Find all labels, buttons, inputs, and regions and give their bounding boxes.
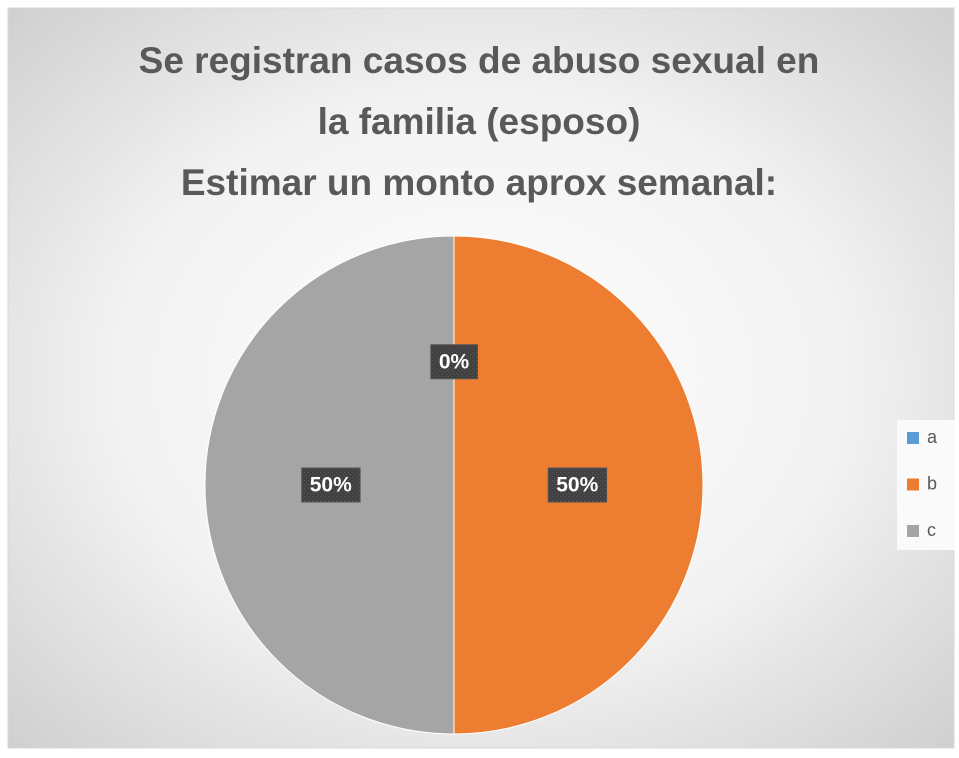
legend-swatch <box>907 525 919 537</box>
value-label-box <box>430 344 478 380</box>
value-label-box <box>547 467 608 503</box>
chart-title: Se registran casos de abuso sexual en <box>139 40 820 81</box>
value-label-box <box>301 467 361 503</box>
legend-label: b <box>927 473 937 493</box>
legend-label: c <box>927 520 936 540</box>
value-label: 0% <box>439 350 470 373</box>
legend-swatch <box>907 432 919 444</box>
chart-title: la familia (esposo) <box>318 101 641 142</box>
value-label: 50% <box>556 474 598 497</box>
legend-label: a <box>927 427 938 447</box>
legend-swatch <box>907 478 919 491</box>
chart-title: Estimar un monto aprox semanal: <box>181 162 777 203</box>
value-label: 50% <box>310 474 352 497</box>
legend-box <box>897 420 955 550</box>
